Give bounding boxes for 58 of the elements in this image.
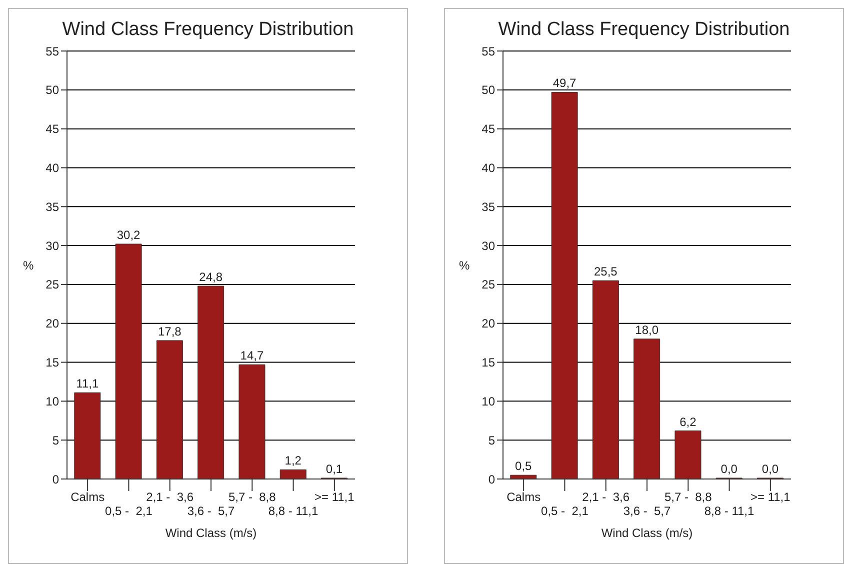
y-tick-label: 25 [482, 278, 496, 292]
y-axis-title: % [23, 258, 34, 272]
y-tick-label: 30 [46, 238, 60, 253]
x-tick-label: Calms [506, 490, 541, 504]
x-tick-label: 0,5 - 2,1 [105, 504, 153, 518]
y-tick-label: 40 [46, 160, 60, 175]
y-tick-label: 45 [46, 122, 60, 136]
x-tick-label: >= 11,1 [750, 490, 791, 504]
data-label: 14,7 [240, 348, 264, 363]
data-label: 25,5 [594, 264, 618, 279]
data-label: 1,2 [284, 454, 302, 468]
y-tick-label: 45 [482, 122, 496, 136]
y-tick-label: 15 [46, 356, 60, 370]
x-tick-label: 5,7 - 8,8 [228, 490, 276, 504]
y-tick-label: 10 [46, 394, 60, 408]
x-tick-label: 0,5 - 2,1 [541, 504, 589, 518]
x-axis-title: Wind Class (m/s) [601, 526, 693, 540]
y-tick-label: 25 [46, 278, 60, 292]
x-tick-label: 8,8 - 11,1 [704, 504, 755, 518]
y-tick-label: 20 [46, 316, 60, 331]
data-label: 6,2 [680, 414, 697, 429]
y-tick-label: 10 [482, 394, 496, 408]
x-tick-label: 3,6 - 5,7 [623, 504, 671, 518]
y-tick-label: 5 [488, 433, 496, 448]
data-label: 0,0 [720, 462, 738, 476]
data-label: 0,0 [762, 462, 779, 476]
data-label: 24,8 [199, 270, 223, 284]
data-label: 49,7 [552, 76, 577, 90]
x-tick-label: 5,7 - 8,8 [664, 490, 712, 504]
y-tick-label: 20 [482, 316, 496, 331]
data-label: 0,1 [326, 462, 343, 476]
x-tick-label: 3,6 - 5,7 [187, 504, 235, 518]
y-tick-label: 50 [46, 83, 60, 98]
x-tick-label: 8,8 - 11,1 [268, 504, 319, 518]
y-tick-label: 50 [482, 83, 496, 98]
data-label: 0,5 [515, 459, 532, 474]
y-tick-label: 40 [482, 160, 496, 175]
x-tick-label: Calms [70, 490, 105, 504]
chart-title: Wind Class Frequency Distribution [497, 19, 791, 41]
data-label: 30,2 [116, 228, 141, 242]
y-tick-label: 0 [488, 472, 496, 486]
data-label: 18,0 [635, 322, 659, 337]
y-tick-label: 35 [46, 200, 60, 214]
data-label: 17,8 [158, 324, 182, 338]
y-axis-title: % [459, 258, 470, 272]
chart-title: Wind Class Frequency Distribution [61, 19, 355, 41]
data-label: 11,1 [76, 376, 99, 391]
y-tick-label: 0 [52, 472, 60, 486]
x-axis-title: Wind Class (m/s) [165, 526, 257, 540]
x-tick-label: 2,1 - 3,6 [582, 490, 630, 504]
x-tick-label: >= 11,1 [314, 490, 355, 504]
x-tick-label: 2,1 - 3,6 [146, 490, 194, 504]
y-tick-label: 55 [482, 44, 496, 58]
y-tick-label: 15 [482, 356, 496, 370]
y-tick-label: 30 [482, 238, 496, 253]
y-tick-label: 55 [46, 44, 60, 58]
y-tick-label: 5 [52, 433, 60, 448]
y-tick-label: 35 [482, 200, 496, 214]
